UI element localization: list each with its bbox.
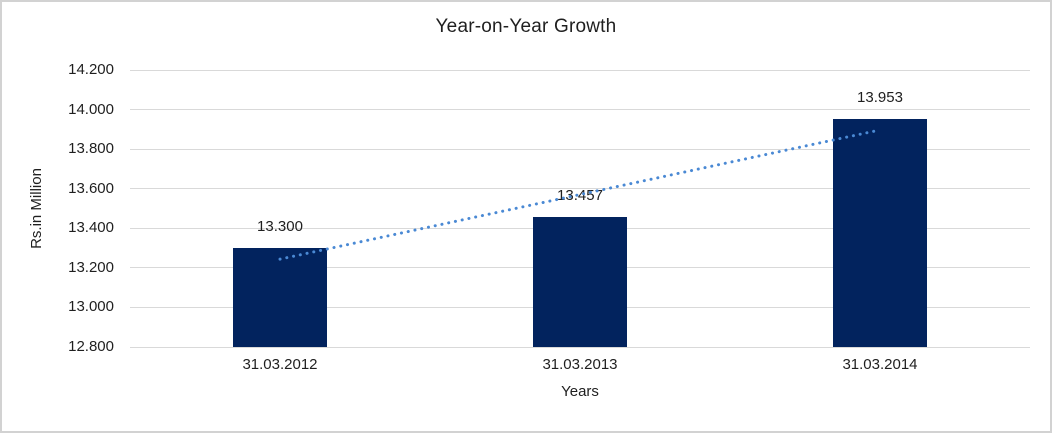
bar-data-label: 13.953: [857, 88, 903, 106]
x-axis-title: Years: [561, 383, 599, 400]
y-tick-label: 14.000: [68, 100, 114, 118]
chart-title: Year-on-Year Growth: [435, 16, 617, 37]
y-tick-label: 13.600: [68, 179, 114, 197]
y-tick-label: 13.800: [68, 140, 114, 158]
y-tick-label: 13.000: [68, 298, 114, 316]
y-tick-label: 12.800: [68, 338, 114, 355]
bar-31.03.2014: [833, 118, 927, 347]
bar-data-label: 13.300: [257, 218, 303, 236]
x-tick-label: 31.03.2013: [542, 356, 618, 373]
gridline: [130, 346, 1030, 348]
y-tick-label: 13.400: [68, 219, 114, 237]
y-tick-label: 13.200: [68, 258, 114, 276]
bar-31.03.2013: [533, 217, 627, 347]
y-tick-label: 14.200: [68, 61, 114, 78]
x-tick-label: 31.03.2014: [842, 356, 918, 373]
bar-31.03.2012: [233, 248, 327, 347]
gridline: [130, 69, 1030, 71]
x-tick-label: 31.03.2012: [242, 356, 318, 373]
gridline: [130, 109, 1030, 111]
y-axis-title: Rs.in Million: [27, 168, 45, 249]
bar-data-label: 13.457: [557, 187, 603, 204]
